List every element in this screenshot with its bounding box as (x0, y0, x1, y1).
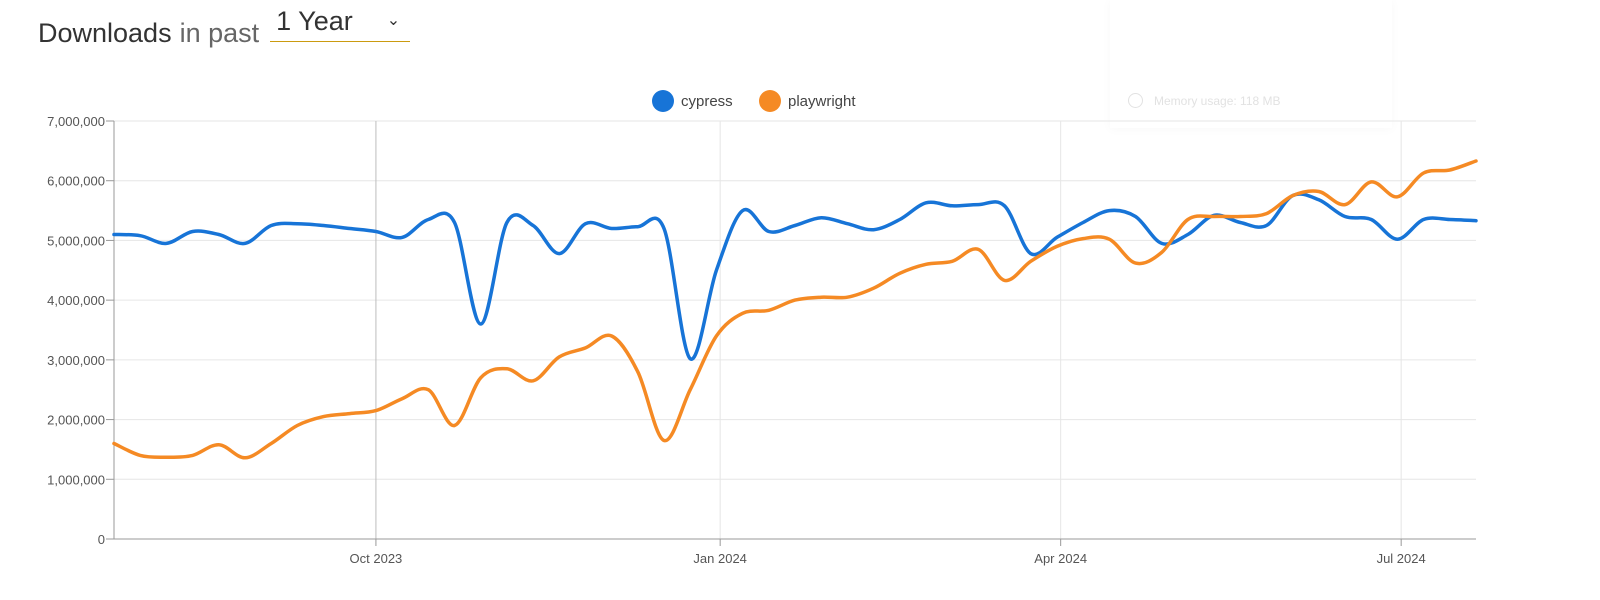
y-tick-label: 2,000,000 (47, 413, 105, 428)
y-tick-label: 7,000,000 (47, 114, 105, 129)
period-select[interactable]: 1 Year ⌄ (270, 6, 411, 42)
memory-usage-tooltip: Memory usage: 118 MB (1110, 0, 1392, 128)
series-line-cypress (112, 192, 1478, 361)
legend-label-playwright: playwright (788, 93, 856, 110)
y-tick-label: 0 (98, 532, 105, 547)
y-tick-label: 5,000,000 (47, 233, 105, 248)
gauge-icon (1128, 93, 1143, 108)
y-tick-label: 1,000,000 (47, 472, 105, 487)
series-lines (112, 159, 1478, 460)
memory-usage-row: Memory usage: 118 MB (1128, 93, 1281, 108)
legend-marker-playwright (759, 90, 781, 112)
x-tick-label: Apr 2024 (1034, 551, 1087, 566)
y-tick-label: 6,000,000 (47, 174, 105, 189)
chart-header: Downloads in past 1 Year ⌄ (38, 6, 411, 49)
memory-usage-text: Memory usage: 118 MB (1154, 93, 1281, 108)
downloads-title: Downloads (38, 18, 172, 48)
y-tick-label: 4,000,000 (47, 293, 105, 308)
x-tick-label: Jul 2024 (1377, 551, 1426, 566)
series-line-playwright (112, 159, 1478, 460)
legend-marker-cypress (652, 90, 674, 112)
y-tick-label: 3,000,000 (47, 353, 105, 368)
legend: cypress playwright (652, 90, 856, 112)
x-tick-label: Oct 2023 (350, 551, 403, 566)
axes: 0 1,000,000 2,000,000 3,000,000 4,000,000 5,0… (47, 114, 1476, 566)
period-select-value: 1 Year (276, 6, 353, 36)
legend-label-cypress: cypress (681, 93, 733, 110)
chevron-down-icon: ⌄ (386, 12, 401, 29)
grid-lines (114, 120, 1476, 539)
in-past-label: in past (179, 18, 260, 48)
x-tick-label: Jan 2024 (693, 551, 747, 566)
